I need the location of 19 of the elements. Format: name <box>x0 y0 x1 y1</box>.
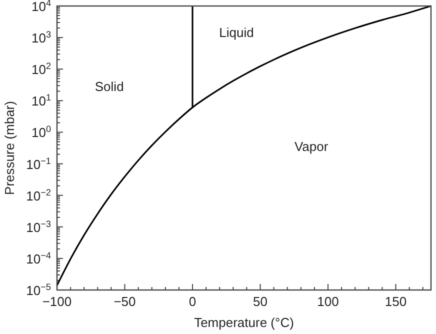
y-tick-label: 10$^{3}$ <box>31 30 51 46</box>
x-axis-title: Temperature (°C) <box>194 315 294 330</box>
annotation: Solid <box>94 79 124 94</box>
y-tick-label: 10$^{4}$ <box>31 0 51 14</box>
annotation: Liquid <box>219 25 254 40</box>
y-tick-label: 10$^{1}$ <box>31 92 51 109</box>
x-tick-label: 50 <box>253 294 268 309</box>
y-axis-title: Pressure (mbar) <box>2 101 17 195</box>
annotation: Vapor <box>294 138 329 154</box>
y-tick-label: 10$^{2}$ <box>31 61 51 78</box>
y-tick-label: 10$^{−2}$ <box>26 187 51 204</box>
x-tick-label: −50 <box>114 294 136 309</box>
y-tick-label: 10$^{−1}$ <box>26 156 51 172</box>
x-tick-label: 0 <box>188 294 196 309</box>
y-tick-label: 10$^{−3}$ <box>26 218 51 235</box>
x-tick-label: 100 <box>317 294 339 309</box>
x-tick-label: 150 <box>384 294 407 309</box>
y-tick-label: 10$^{−4}$ <box>26 250 51 266</box>
y-tick-label: 10$^{0}$ <box>31 124 51 140</box>
